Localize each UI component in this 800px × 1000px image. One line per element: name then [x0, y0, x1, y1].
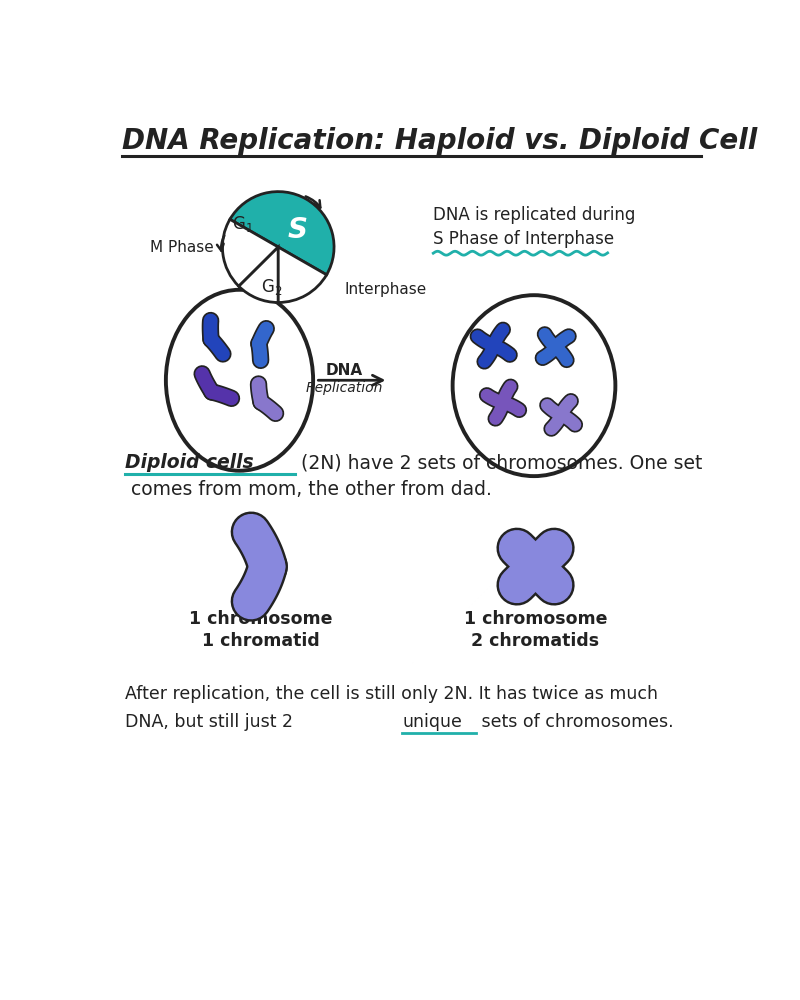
Text: 1 chromosome: 1 chromosome: [190, 610, 333, 628]
Text: DNA: DNA: [326, 363, 362, 378]
Text: S Phase of Interphase: S Phase of Interphase: [434, 230, 614, 248]
Text: Diploid cells: Diploid cells: [125, 453, 254, 472]
Text: G$_1$: G$_1$: [232, 214, 254, 234]
Wedge shape: [230, 192, 334, 275]
Wedge shape: [238, 247, 278, 302]
Text: DNA is replicated during: DNA is replicated during: [434, 206, 636, 224]
Wedge shape: [222, 219, 278, 286]
Ellipse shape: [166, 290, 313, 471]
Text: G$_2$: G$_2$: [262, 277, 282, 297]
Text: S: S: [288, 216, 308, 244]
Text: unique: unique: [402, 713, 462, 731]
Text: comes from mom, the other from dad.: comes from mom, the other from dad.: [125, 480, 492, 499]
Text: Interphase: Interphase: [344, 282, 426, 297]
Text: (2N) have 2 sets of chromosomes. One set: (2N) have 2 sets of chromosomes. One set: [295, 453, 702, 472]
Text: 2 chromatids: 2 chromatids: [471, 632, 600, 650]
Text: After replication, the cell is still only 2N. It has twice as much: After replication, the cell is still onl…: [125, 685, 658, 703]
Text: DNA Replication: Haploid vs. Diploid Cell: DNA Replication: Haploid vs. Diploid Cel…: [122, 127, 757, 155]
Text: DNA, but still just 2: DNA, but still just 2: [125, 713, 298, 731]
Text: sets of chromosomes.: sets of chromosomes.: [476, 713, 674, 731]
Ellipse shape: [453, 295, 615, 476]
Text: 1 chromatid: 1 chromatid: [202, 632, 320, 650]
Wedge shape: [278, 247, 326, 302]
Text: M Phase: M Phase: [150, 240, 214, 255]
Text: Replication: Replication: [306, 381, 383, 395]
Text: 1 chromosome: 1 chromosome: [464, 610, 607, 628]
